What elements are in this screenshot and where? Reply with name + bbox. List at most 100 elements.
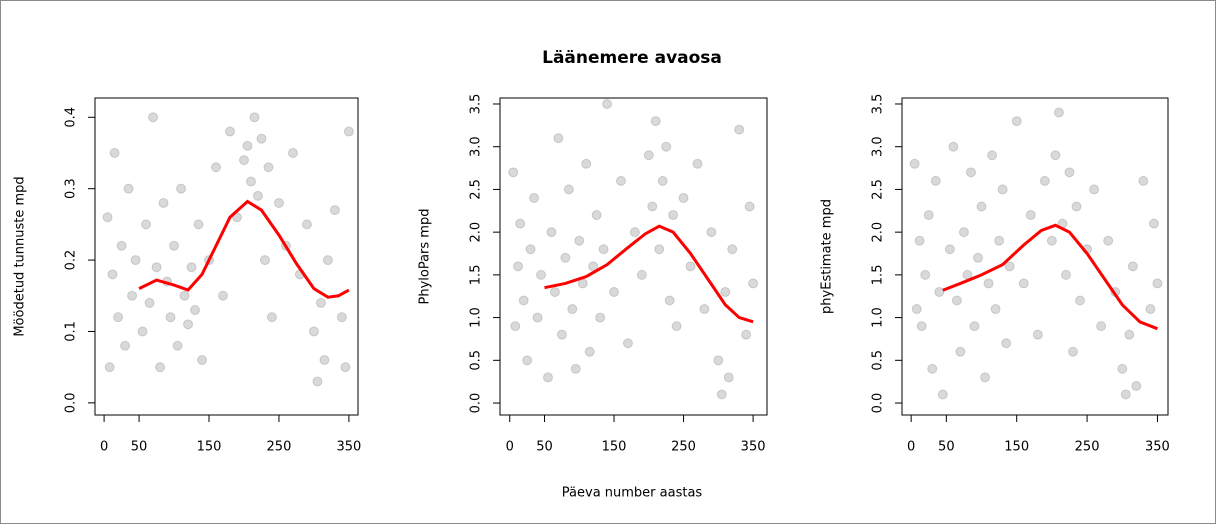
point [343,126,354,137]
point [965,167,976,178]
point [190,305,201,316]
point [997,184,1008,195]
point [141,219,152,230]
point [958,227,969,238]
point [1011,116,1022,127]
point [525,244,536,255]
y-tick-label: 3.5 [469,94,484,115]
point [629,227,640,238]
point [1089,184,1100,195]
point [515,218,526,229]
x-axis-label: Päeva number aastas [562,486,703,501]
point [567,304,578,315]
point [668,210,679,221]
x-tick-label: 150 [197,440,222,455]
x-tick-label: 50 [131,440,148,455]
point [301,219,312,230]
point [987,150,998,161]
point [622,338,633,349]
point [336,312,347,323]
x-tick-label: 250 [671,440,696,455]
point [588,261,599,272]
smooth-line [544,224,754,324]
point [1138,175,1149,186]
point [1117,363,1128,374]
point [315,297,326,308]
point [748,278,759,289]
point [636,269,647,280]
smooth-line [138,199,350,299]
point [563,184,574,195]
y-tick-label: 0.4 [64,107,79,128]
point [179,290,190,301]
point [969,321,980,332]
point [197,355,208,366]
point [224,126,235,137]
point [647,201,658,212]
plot-box [499,97,768,416]
y-tick-label: 0.2 [64,250,79,271]
y-tick-label: 2.5 [469,179,484,200]
point [909,158,920,169]
point [252,190,263,201]
point [664,295,675,306]
y-tick-label: 3.5 [871,94,886,115]
y-tick-label: 2.5 [871,179,886,200]
point [256,133,267,144]
point [238,155,249,166]
point [720,286,731,297]
y-tick-label: 0.0 [469,393,484,414]
point [1050,150,1061,161]
point [990,304,1001,315]
point [259,255,270,266]
point [183,319,194,330]
point [1127,261,1138,272]
point [186,262,197,273]
point [172,340,183,351]
point [911,304,922,315]
point [1004,261,1015,272]
point [340,362,351,373]
point [570,363,581,374]
point [1032,329,1043,340]
point [1039,175,1050,186]
point [1103,235,1114,246]
point [560,252,571,263]
point [249,112,260,123]
point [916,321,927,332]
point [151,262,162,273]
point [706,227,717,238]
x-tick-label: 150 [602,440,627,455]
point [211,162,222,173]
point [951,295,962,306]
point [107,269,118,280]
point [266,312,277,323]
point [1018,278,1029,289]
point [923,210,934,221]
point [144,297,155,308]
point [176,183,187,194]
point [522,355,533,366]
point [273,197,284,208]
point [692,158,703,169]
point [553,133,564,144]
y-tick-label: 2.0 [469,222,484,243]
y-axis-label: PhyloPars mpd [418,209,433,305]
point [127,290,138,301]
point [661,141,672,152]
y-axis-label: Möödetud tunnuste mpd [13,176,28,336]
y-tick-label: 0.1 [64,321,79,342]
point [510,321,521,332]
x-tick-label: 350 [1145,440,1170,455]
y-tick-label: 1.0 [871,307,886,328]
point [546,227,557,238]
smooth-line [942,223,1158,331]
point [927,363,938,374]
point [716,389,727,400]
point [329,205,340,216]
point [322,255,333,266]
point [973,252,983,263]
y-tick-label: 0.0 [871,393,886,414]
point [980,372,991,383]
